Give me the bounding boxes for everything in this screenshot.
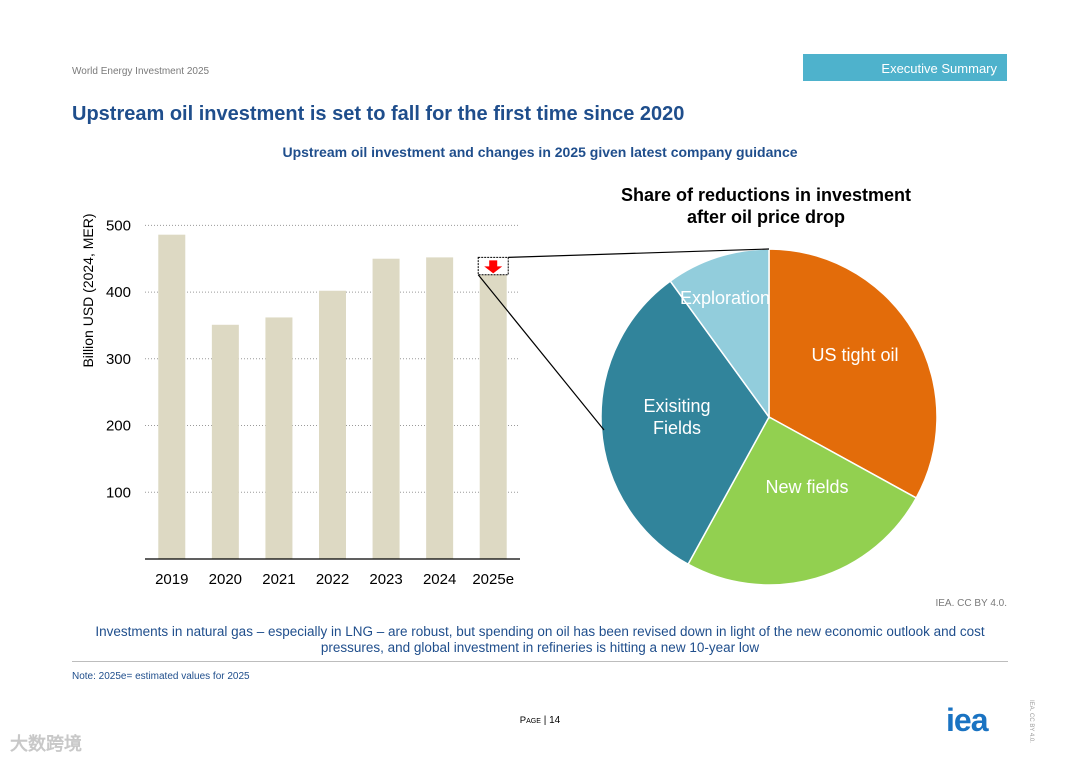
- y-axis-label: Billion USD (2024, MER): [80, 213, 96, 367]
- summary-text: Investments in natural gas – especially …: [95, 624, 985, 655]
- watermark: 大数跨境: [10, 734, 82, 754]
- page-headline: Upstream oil investment is set to fall f…: [72, 103, 685, 125]
- connector-bottom: [477, 274, 605, 431]
- figure-title: Upstream oil investment and changes in 2…: [282, 144, 798, 160]
- iea-logo: iea: [946, 702, 988, 738]
- pie-title: Share of reductions in investment after …: [566, 184, 966, 228]
- x-tick-label: 2025e: [472, 571, 514, 588]
- note-text: Note: 2025e= estimated values for 2025: [72, 671, 250, 682]
- bar-2020: [211, 324, 239, 559]
- pie-label: Exploration: [680, 288, 770, 308]
- pie-slice-us-tight-oil: [768, 248, 938, 499]
- report-name: World Energy Investment 2025: [72, 66, 210, 77]
- bar-2021: [265, 317, 293, 559]
- page-label: Page: [519, 715, 541, 726]
- pie-label-line: New fields: [765, 477, 848, 497]
- y-tick-label: 400: [106, 284, 131, 301]
- page-number-value: | 14: [543, 715, 561, 726]
- bar-2022: [319, 290, 346, 559]
- bar-2024: [426, 257, 454, 559]
- pie-label-line: US tight oil: [811, 345, 898, 365]
- pie-label-line: Fields: [653, 418, 701, 438]
- y-tick-label: 100: [106, 484, 131, 501]
- x-tick-label: 2023: [369, 571, 402, 588]
- x-tick-label: 2019: [155, 571, 188, 588]
- y-tick-label: 500: [106, 217, 131, 234]
- pie-title-line-2: after oil price drop: [686, 207, 846, 227]
- pie-label: US tight oil: [811, 345, 898, 365]
- pie-label-line: Exisiting: [643, 396, 710, 416]
- attribution: IEA. CC BY 4.0.: [935, 598, 1007, 609]
- divider: [72, 661, 1008, 662]
- pie-slice-new-fields: [687, 415, 918, 586]
- pie-title-line-1: Share of reductions in investment: [620, 185, 912, 205]
- connector-top: [508, 248, 770, 258]
- bar-2025e: [479, 274, 507, 559]
- page-number: Page | 14: [0, 715, 1080, 726]
- pie-label: Exisiting Fields: [643, 396, 710, 438]
- pie-label-line: Exploration: [680, 288, 770, 308]
- x-tick-label: 2022: [316, 571, 349, 588]
- section-badge: Executive Summary: [803, 54, 1007, 81]
- y-tick-label: 300: [106, 351, 131, 368]
- bar-2019: [158, 234, 186, 559]
- x-tick-label: 2020: [209, 571, 242, 588]
- down-arrow-icon: [484, 260, 503, 274]
- license-vertical: IEA. CC BY 4.0.: [1028, 700, 1034, 743]
- bar-2023: [372, 258, 400, 559]
- y-tick-label: 200: [106, 418, 131, 435]
- x-tick-label: 2021: [262, 571, 295, 588]
- x-tick-label: 2024: [423, 571, 456, 588]
- pie-label: New fields: [765, 477, 848, 497]
